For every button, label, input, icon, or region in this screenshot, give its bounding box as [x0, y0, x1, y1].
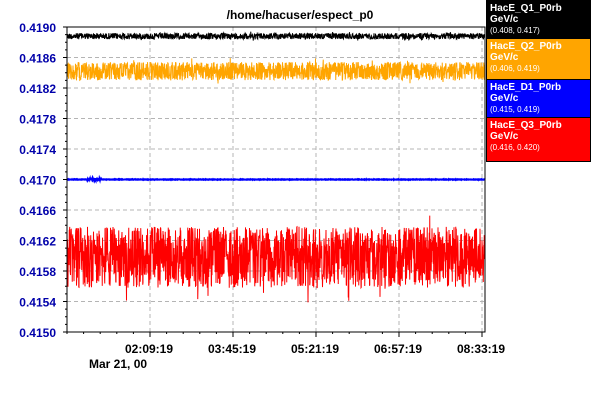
- series-line-1: [66, 58, 486, 84]
- legend-unit: GeV/c: [490, 52, 519, 63]
- legend-entry-q1[interactable]: HacE_Q1_P0rb GeV/c (0.408, 0.417): [486, 0, 591, 45]
- y-tick-label: 0.4162: [19, 235, 56, 249]
- legend-unit: GeV/c: [490, 14, 519, 25]
- series-line-0: [66, 31, 486, 41]
- x-tick-label: 03:45:19: [208, 342, 256, 356]
- x-tick-label: 02:09:19: [125, 342, 173, 356]
- y-tick-label: 0.4174: [19, 143, 56, 157]
- x-date-label: Mar 21, 00: [89, 357, 148, 371]
- y-tick-label: 0.4186: [19, 52, 56, 66]
- legend-name: HacE_D1_P0rb: [490, 82, 562, 93]
- legend-entry-d1[interactable]: HacE_D1_P0rb GeV/c (0.415, 0.419): [486, 79, 591, 124]
- y-tick-label: 0.4154: [19, 296, 56, 310]
- legend-entry-q3[interactable]: HacE_Q3_P0rb GeV/c (0.416, 0.420): [486, 117, 591, 162]
- legend-unit: GeV/c: [490, 131, 519, 142]
- y-tick-label: 0.4170: [19, 174, 56, 188]
- y-tick-label: 0.4178: [19, 113, 56, 127]
- x-tick-labels: 02:09:19 03:45:19 05:21:19 06:57:19 08:33:19: [125, 342, 505, 356]
- y-tick-label: 0.4166: [19, 204, 56, 218]
- x-tick-label: 08:33:19: [457, 342, 505, 356]
- x-tick-label: 05:21:19: [291, 342, 339, 356]
- series-line-2: [66, 174, 486, 184]
- y-tick-label: 0.4158: [19, 265, 56, 279]
- legend-range: (0.416, 0.420): [490, 143, 540, 152]
- series-lines: [66, 31, 486, 303]
- legend-range: (0.408, 0.417): [490, 26, 540, 35]
- legend-range: (0.406, 0.419): [490, 64, 540, 73]
- x-tick-label: 06:57:19: [374, 342, 422, 356]
- y-tick-label: 0.4150: [19, 326, 56, 340]
- y-tick-label: 0.4190: [19, 21, 56, 35]
- plot-frame: [66, 26, 486, 333]
- y-tick-labels: 0.4150 0.4154 0.4158 0.4162 0.4166 0.4170 0.41…: [19, 21, 56, 340]
- legend-unit: GeV/c: [490, 93, 519, 104]
- legend-entry-q2[interactable]: HacE_Q2_P0rb GeV/c (0.406, 0.419): [486, 38, 591, 83]
- legend-name: HacE_Q1_P0rb: [490, 3, 562, 14]
- legend-range: (0.415, 0.419): [490, 105, 540, 114]
- chart-title: /home/hacuser/espect_p0: [226, 8, 374, 22]
- legend-name: HacE_Q3_P0rb: [490, 120, 562, 131]
- legend-name: HacE_Q2_P0rb: [490, 41, 562, 52]
- y-tick-label: 0.4182: [19, 82, 56, 96]
- series-line-3: [66, 215, 486, 303]
- axes: [63, 26, 486, 337]
